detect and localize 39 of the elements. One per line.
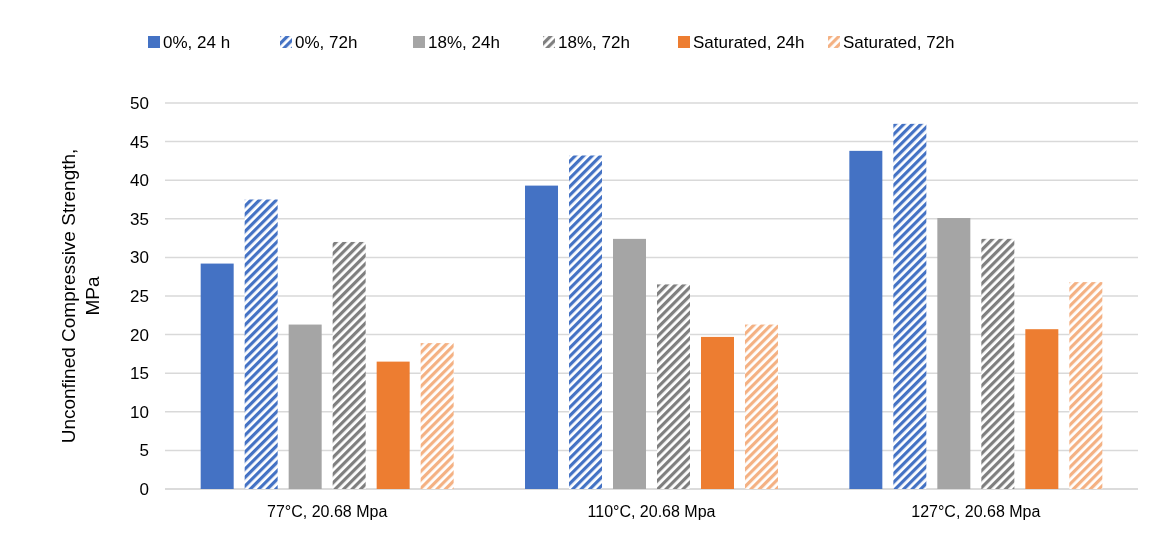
bar <box>937 218 971 489</box>
bar <box>849 150 883 489</box>
bar <box>376 361 410 489</box>
legend-label: Saturated, 72h <box>843 33 955 52</box>
y-tick-label: 40 <box>130 171 149 191</box>
bar <box>1025 329 1059 489</box>
y-tick-label: 0 <box>139 479 149 499</box>
bar <box>1069 282 1103 489</box>
y-tick-label: 30 <box>130 248 149 268</box>
bar <box>981 238 1015 489</box>
bar <box>613 238 646 489</box>
y-tick-label: 50 <box>130 93 149 113</box>
x-tick-label: 127°C, 20.68 Mpa <box>911 503 1041 520</box>
y-tick-label: 5 <box>139 441 149 461</box>
legend-label: 18%, 72h <box>558 33 630 52</box>
legend-label: Saturated, 24h <box>693 33 805 52</box>
y-tick-label: 20 <box>130 325 149 345</box>
x-tick-label: 110°C, 20.68 Mpa <box>587 503 716 520</box>
x-tick-label: 77°C, 20.68 Mpa <box>267 503 388 520</box>
y-tick-label: 15 <box>130 364 149 384</box>
bar <box>200 263 234 489</box>
y-axis-title: Unconfined Compressive Strength, MPa <box>58 148 103 444</box>
bar <box>332 241 366 489</box>
legend-label: 18%, 24h <box>428 33 500 52</box>
y-tick-label: 35 <box>130 209 149 229</box>
y-tick-label: 10 <box>130 402 149 422</box>
y-tick-label: 25 <box>130 286 149 306</box>
bar <box>244 199 278 489</box>
bar <box>525 185 559 489</box>
bar <box>744 324 778 489</box>
bar <box>701 336 734 489</box>
bar <box>420 343 454 489</box>
y-tick-label: 45 <box>130 132 149 152</box>
bar <box>657 284 690 489</box>
bar <box>893 123 927 489</box>
legend-label: 0%, 72h <box>295 33 358 52</box>
legend-label: 0%, 24 h <box>163 33 231 52</box>
bar <box>288 324 322 489</box>
bar <box>569 155 602 489</box>
